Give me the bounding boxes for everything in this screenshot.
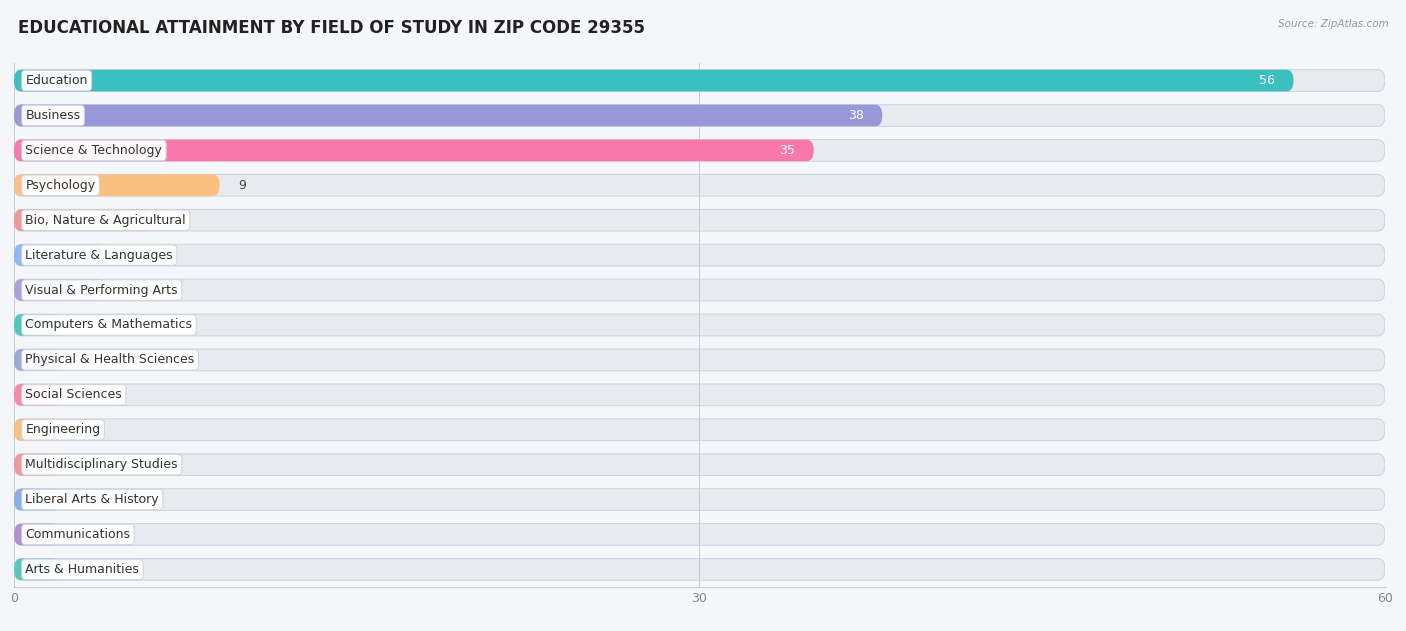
Text: 35: 35 <box>779 144 796 157</box>
Text: 56: 56 <box>1260 74 1275 87</box>
Text: Visual & Performing Arts: Visual & Performing Arts <box>25 283 179 297</box>
Text: 4: 4 <box>124 283 132 297</box>
FancyBboxPatch shape <box>14 280 105 301</box>
Text: 0: 0 <box>72 563 79 576</box>
FancyBboxPatch shape <box>14 70 1294 91</box>
Text: Communications: Communications <box>25 528 131 541</box>
Text: 4: 4 <box>124 249 132 262</box>
Text: Science & Technology: Science & Technology <box>25 144 162 157</box>
FancyBboxPatch shape <box>14 349 60 370</box>
Text: Multidisciplinary Studies: Multidisciplinary Studies <box>25 458 179 471</box>
FancyBboxPatch shape <box>14 384 1385 406</box>
FancyBboxPatch shape <box>14 454 60 475</box>
Text: 9: 9 <box>238 179 246 192</box>
Text: Psychology: Psychology <box>25 179 96 192</box>
Text: EDUCATIONAL ATTAINMENT BY FIELD OF STUDY IN ZIP CODE 29355: EDUCATIONAL ATTAINMENT BY FIELD OF STUDY… <box>18 19 645 37</box>
FancyBboxPatch shape <box>14 454 1385 475</box>
FancyBboxPatch shape <box>14 139 814 161</box>
Text: 6: 6 <box>170 214 177 227</box>
FancyBboxPatch shape <box>14 489 60 510</box>
FancyBboxPatch shape <box>14 105 1385 126</box>
FancyBboxPatch shape <box>14 489 1385 510</box>
FancyBboxPatch shape <box>14 105 883 126</box>
Text: Arts & Humanities: Arts & Humanities <box>25 563 139 576</box>
Text: Business: Business <box>25 109 80 122</box>
FancyBboxPatch shape <box>14 280 1385 301</box>
Text: 38: 38 <box>848 109 865 122</box>
Text: 0: 0 <box>72 528 79 541</box>
FancyBboxPatch shape <box>14 384 60 406</box>
Text: 0: 0 <box>72 353 79 367</box>
Text: Liberal Arts & History: Liberal Arts & History <box>25 493 159 506</box>
FancyBboxPatch shape <box>14 524 60 545</box>
FancyBboxPatch shape <box>14 419 1385 440</box>
FancyBboxPatch shape <box>14 558 60 580</box>
Text: Engineering: Engineering <box>25 423 101 436</box>
FancyBboxPatch shape <box>14 209 1385 231</box>
Text: 0: 0 <box>72 458 79 471</box>
FancyBboxPatch shape <box>14 209 152 231</box>
Text: Physical & Health Sciences: Physical & Health Sciences <box>25 353 195 367</box>
FancyBboxPatch shape <box>14 524 1385 545</box>
FancyBboxPatch shape <box>14 419 60 440</box>
Text: Education: Education <box>25 74 87 87</box>
Text: Source: ZipAtlas.com: Source: ZipAtlas.com <box>1278 19 1389 29</box>
FancyBboxPatch shape <box>14 314 60 336</box>
Text: Literature & Languages: Literature & Languages <box>25 249 173 262</box>
FancyBboxPatch shape <box>14 558 1385 580</box>
FancyBboxPatch shape <box>14 70 1385 91</box>
FancyBboxPatch shape <box>14 244 1385 266</box>
Text: 0: 0 <box>72 388 79 401</box>
FancyBboxPatch shape <box>14 175 1385 196</box>
FancyBboxPatch shape <box>14 349 1385 370</box>
FancyBboxPatch shape <box>14 175 219 196</box>
Text: Social Sciences: Social Sciences <box>25 388 122 401</box>
Text: 0: 0 <box>72 423 79 436</box>
Text: 0: 0 <box>72 493 79 506</box>
FancyBboxPatch shape <box>14 139 1385 161</box>
FancyBboxPatch shape <box>14 244 105 266</box>
Text: Bio, Nature & Agricultural: Bio, Nature & Agricultural <box>25 214 186 227</box>
Text: Computers & Mathematics: Computers & Mathematics <box>25 319 193 331</box>
Text: 0: 0 <box>72 319 79 331</box>
FancyBboxPatch shape <box>14 314 1385 336</box>
